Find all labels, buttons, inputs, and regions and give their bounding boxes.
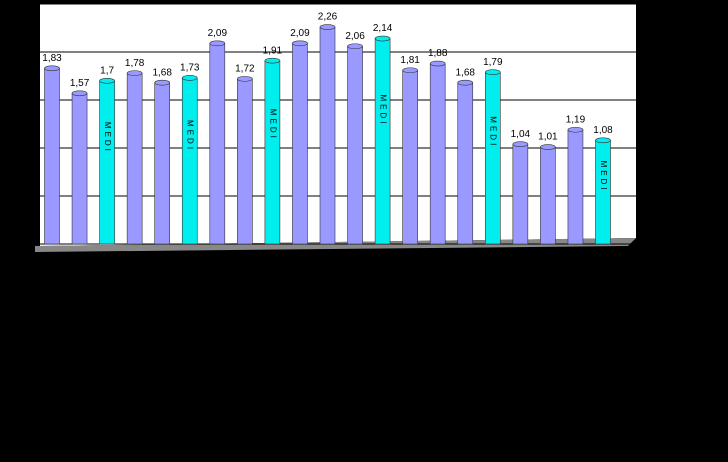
y-tick-label: 0,5 — [18, 191, 32, 202]
bar-top — [292, 40, 308, 47]
bar-top — [181, 75, 198, 81]
value-label: 1,57 — [70, 78, 90, 89]
y-tick-label: 1 — [26, 143, 32, 154]
value-label: 1,73 — [180, 63, 200, 74]
bar-top — [402, 67, 418, 74]
bar-top — [209, 40, 226, 47]
bar-annotation: MEDI — [378, 94, 387, 126]
bar-top — [567, 126, 584, 133]
bar — [512, 143, 529, 245]
value-label: 1,88 — [428, 48, 448, 59]
value-label: 1,81 — [400, 55, 420, 66]
value-label: 1,68 — [456, 67, 476, 78]
value-label: 1,78 — [125, 58, 145, 69]
value-label: 2,09 — [208, 28, 228, 39]
bar — [71, 92, 88, 245]
bar-top — [512, 141, 529, 147]
value-label: 1,83 — [42, 53, 62, 64]
bar-annotation: MEDI — [186, 120, 195, 152]
value-label: 1,91 — [263, 45, 283, 56]
bar-top — [264, 57, 281, 64]
bar-top — [99, 78, 115, 84]
bar — [567, 129, 584, 245]
bar — [540, 146, 556, 245]
bar — [457, 82, 474, 245]
bar-top — [319, 24, 336, 30]
value-label: 2,26 — [318, 12, 338, 23]
bar-top — [71, 90, 88, 97]
value-label: 1,04 — [511, 129, 531, 140]
bar — [402, 69, 418, 245]
bar-top — [237, 76, 253, 82]
bar — [374, 38, 391, 245]
y-tick-label: 1,5 — [18, 95, 32, 106]
value-label: 2,06 — [345, 31, 365, 42]
bar — [44, 68, 60, 245]
bar-top — [374, 35, 391, 42]
bar-top — [457, 79, 474, 86]
value-label: 1,01 — [538, 132, 558, 143]
value-label: 1,79 — [483, 57, 503, 68]
y-tick-label: 2,5 — [18, 0, 32, 10]
bar — [429, 63, 446, 245]
value-label: 2,09 — [290, 28, 310, 39]
y-tick-label: 2 — [26, 47, 32, 58]
bar-top — [595, 137, 611, 144]
bar — [347, 45, 363, 245]
bar-top — [126, 70, 143, 76]
value-label: 1,7 — [100, 65, 114, 76]
bar-top — [347, 43, 363, 50]
bar — [237, 78, 253, 245]
bar — [264, 60, 281, 245]
bar-top — [484, 69, 501, 75]
bar-top — [154, 79, 170, 86]
bar-annotation: MEDI — [489, 116, 498, 148]
value-label: 1,08 — [593, 125, 613, 136]
value-label: 1,72 — [235, 64, 255, 75]
bar — [209, 43, 226, 245]
bar-top — [44, 65, 60, 72]
bar — [181, 77, 198, 245]
bar-annotation: MEDI — [103, 122, 112, 154]
bar — [99, 80, 115, 245]
y-tick-label: 0 — [26, 239, 32, 250]
bar-annotation: MEDI — [599, 161, 608, 193]
bar-annotation: MEDI — [268, 109, 277, 141]
value-label: 1,19 — [566, 114, 586, 125]
bar-top — [540, 144, 556, 150]
value-label: 2,14 — [373, 23, 393, 34]
bar — [126, 72, 143, 245]
value-label: 1,68 — [152, 67, 172, 78]
bar — [319, 26, 336, 245]
bar — [484, 71, 501, 245]
bar-top — [429, 60, 446, 67]
bar — [154, 82, 170, 245]
bar — [292, 43, 308, 245]
